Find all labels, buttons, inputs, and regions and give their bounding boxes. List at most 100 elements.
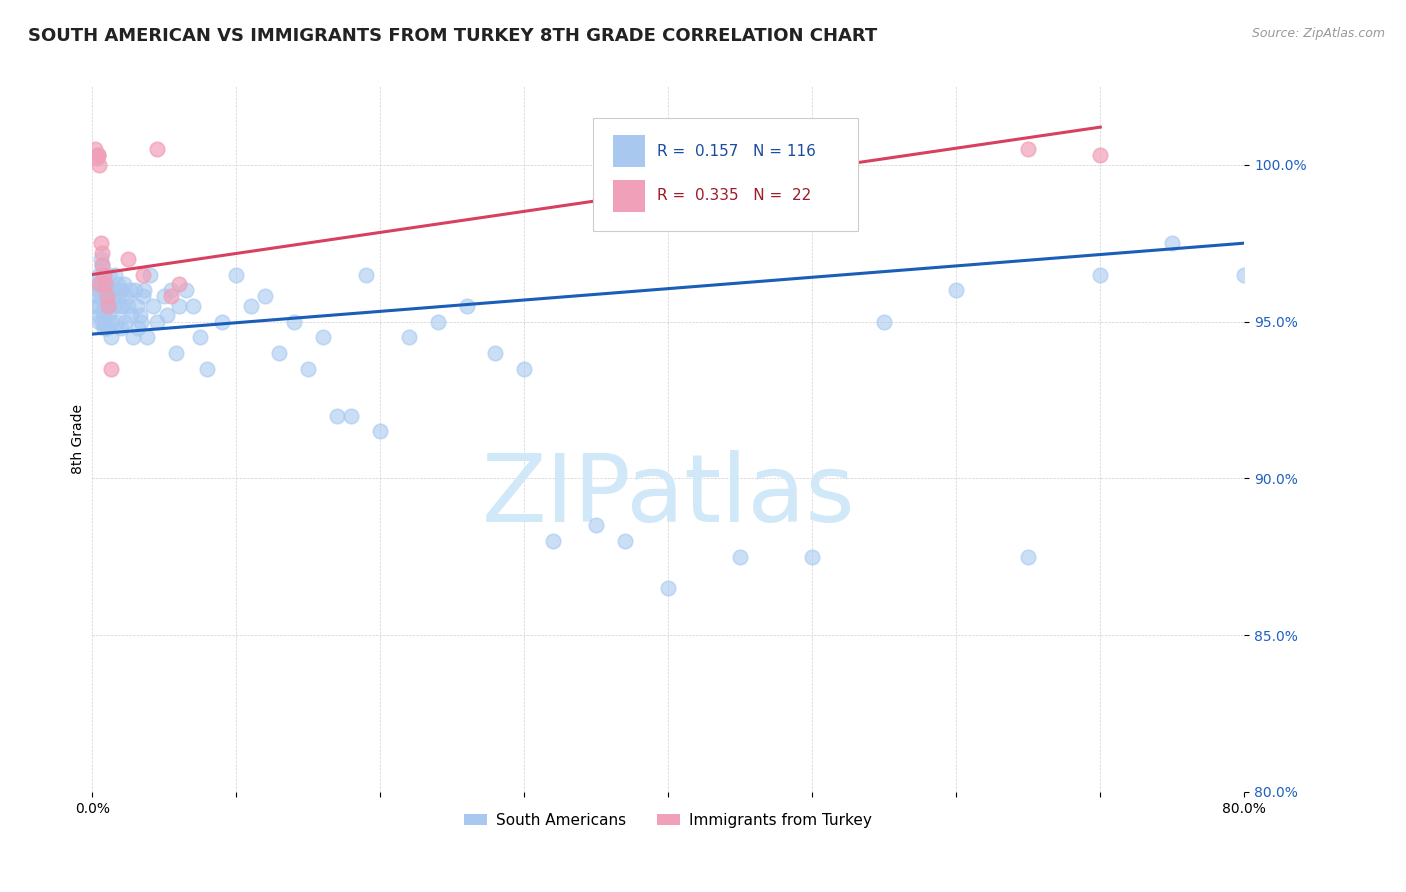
Point (117, 252, 139, 266)
Point (114, 314, 136, 328)
Point (131, 268, 153, 282)
Point (211, 314, 233, 328)
Point (146, 142, 169, 156)
Point (93, 308, 115, 322)
FancyBboxPatch shape (593, 118, 858, 231)
Text: SOUTH AMERICAN VS IMMIGRANTS FROM TURKEY 8TH GRADE CORRELATION CHART: SOUTH AMERICAN VS IMMIGRANTS FROM TURKEY… (28, 27, 877, 45)
Text: ZIPatlas: ZIPatlas (481, 450, 855, 541)
Point (101, 289, 124, 303)
Point (93, 268, 115, 282)
Point (97, 299, 120, 313)
Point (96, 299, 118, 313)
Point (86, 152, 108, 166)
Point (110, 321, 132, 335)
Point (167, 299, 190, 313)
Point (86, 277, 108, 291)
Point (165, 346, 187, 360)
Point (368, 425, 391, 439)
Point (89, 268, 111, 282)
Point (93, 321, 115, 335)
Point (188, 330, 211, 344)
Point (96, 289, 118, 303)
Point (124, 283, 146, 297)
Point (340, 409, 363, 423)
Y-axis label: 8th Grade: 8th Grade (72, 404, 86, 475)
Point (96, 277, 118, 291)
Point (801, 549, 824, 564)
Point (94, 314, 117, 328)
Legend: South Americans, Immigrants from Turkey: South Americans, Immigrants from Turkey (458, 806, 879, 834)
Point (105, 314, 128, 328)
Point (139, 268, 162, 282)
Point (97, 299, 120, 313)
Text: R =  0.335   N =  22: R = 0.335 N = 22 (657, 188, 811, 203)
Point (167, 277, 190, 291)
Point (657, 581, 679, 595)
Point (103, 283, 125, 297)
Point (426, 314, 449, 328)
Point (174, 283, 197, 297)
Point (1017, 549, 1039, 564)
Point (87, 283, 110, 297)
Point (283, 314, 305, 328)
Point (1017, 142, 1039, 156)
Point (94, 299, 117, 313)
Point (513, 361, 536, 376)
Point (89, 158, 111, 172)
Point (86, 289, 108, 303)
Point (142, 299, 165, 313)
Text: R =  0.157   N = 116: R = 0.157 N = 116 (657, 144, 815, 159)
Point (127, 321, 149, 335)
Point (87, 299, 110, 313)
Point (398, 330, 420, 344)
Point (91, 314, 114, 328)
Point (90, 236, 112, 251)
Point (728, 549, 751, 564)
Point (84, 142, 107, 156)
Point (87, 148, 110, 162)
Point (1161, 236, 1184, 251)
Point (104, 268, 127, 282)
Point (98, 268, 121, 282)
Point (87, 148, 110, 162)
Point (135, 330, 157, 344)
Point (181, 299, 204, 313)
Point (96, 321, 118, 335)
Point (1233, 268, 1256, 282)
Point (100, 314, 122, 328)
Point (311, 330, 333, 344)
Bar (613, 136, 645, 167)
Point (297, 361, 319, 376)
Point (128, 308, 150, 322)
Point (484, 346, 506, 360)
Point (1090, 268, 1112, 282)
Point (100, 361, 122, 376)
Point (98, 308, 121, 322)
Point (225, 268, 247, 282)
Point (97, 283, 120, 297)
Point (112, 277, 135, 291)
Point (160, 283, 183, 297)
Point (111, 299, 134, 313)
Point (120, 308, 142, 322)
Point (125, 299, 148, 313)
Point (96, 289, 118, 303)
Point (131, 289, 153, 303)
Point (110, 283, 132, 297)
Point (129, 314, 152, 328)
Point (90, 277, 112, 291)
Point (117, 299, 139, 313)
Point (1090, 148, 1112, 162)
Point (197, 361, 219, 376)
Point (107, 289, 129, 303)
Point (153, 289, 176, 303)
Point (100, 330, 122, 344)
Point (239, 299, 262, 313)
Point (146, 314, 169, 328)
Point (94, 277, 117, 291)
Point (91, 268, 114, 282)
Point (585, 518, 607, 533)
Point (90, 252, 112, 266)
Point (94, 283, 117, 297)
Point (118, 283, 141, 297)
